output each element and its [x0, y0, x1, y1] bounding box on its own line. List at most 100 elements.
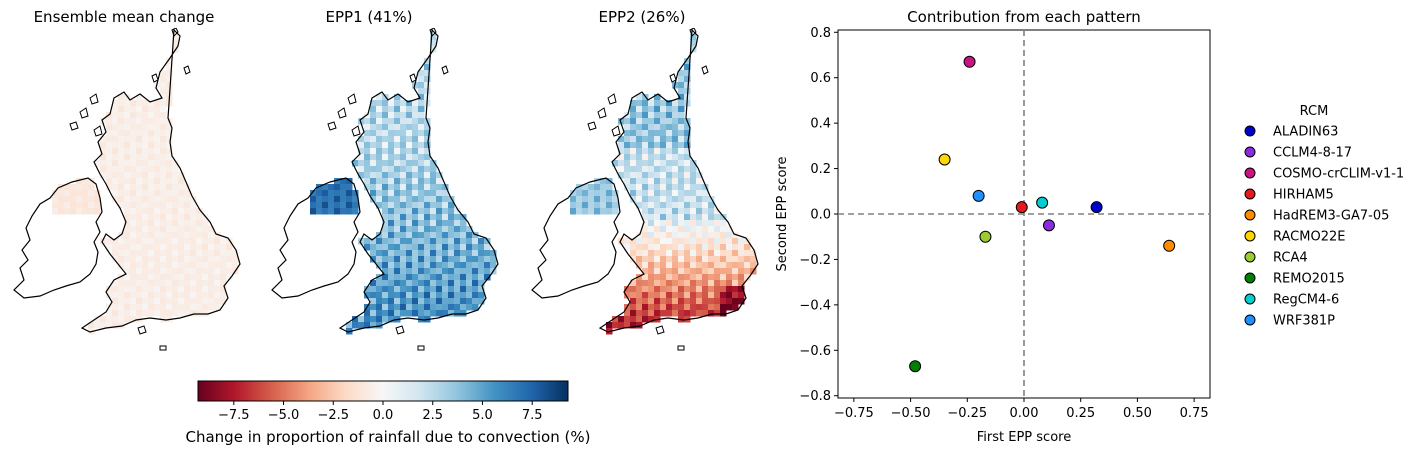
x-axis-label: First EPP score	[977, 430, 1071, 445]
colorbar-tick-label: 5.0	[472, 408, 493, 423]
y-tick-label: 0.8	[810, 26, 831, 41]
legend-marker	[1244, 272, 1256, 284]
map-title-epp1: EPP1 (41%)	[325, 8, 413, 26]
coastline-island	[151, 73, 159, 83]
x-tick-label: 0.00	[1010, 406, 1039, 421]
legend-marker	[1244, 125, 1256, 137]
map-field	[310, 34, 497, 335]
coastline-island	[611, 125, 621, 137]
colorbar-tick-label: 0.0	[373, 408, 394, 423]
y-tick-label: −0.6	[799, 344, 831, 359]
map-title-mean: Ensemble mean change	[33, 8, 215, 26]
point-racmo22e	[938, 153, 951, 166]
y-tick-label: −0.8	[799, 389, 831, 404]
legend-marker	[1244, 251, 1256, 263]
coastline-island	[89, 93, 99, 105]
coastline-island	[597, 107, 607, 119]
coastline-island	[79, 107, 89, 119]
legend-marker	[1244, 209, 1256, 221]
legend-label: REMO2015	[1273, 272, 1345, 287]
coastline-great-britain	[80, 28, 241, 333]
legend-label: COSMO-crCLIM-v1-1	[1273, 167, 1404, 182]
map-field	[52, 34, 239, 335]
y-tick-label: 0.4	[810, 117, 831, 132]
coastline-great-britain	[598, 28, 759, 333]
map-title-epp2: EPP2 (26%)	[598, 8, 686, 26]
legend-label: RACMO22E	[1273, 230, 1345, 245]
legend-marker	[1244, 188, 1256, 200]
coastline-island	[159, 345, 167, 351]
coastline-island	[137, 325, 147, 335]
legend-label: HadREM3-GA7-05	[1273, 209, 1389, 224]
y-axis-label: Second EPP score	[775, 157, 790, 272]
y-tick-label: 0.0	[810, 208, 831, 223]
legend-label: WRF381P	[1273, 314, 1335, 329]
y-tick-label: 0.6	[810, 71, 831, 86]
coastline-island	[701, 65, 709, 75]
coastline-island	[337, 107, 347, 119]
x-tick-label: −0.25	[947, 406, 987, 421]
x-tick-label: −0.75	[834, 406, 874, 421]
y-tick-label: 0.2	[810, 162, 831, 177]
legend-label: RegCM4-6	[1273, 293, 1339, 308]
point-cclm4-8-17	[1042, 219, 1055, 232]
coastline-island	[669, 73, 677, 83]
map-field	[570, 34, 757, 335]
scatter-chart: Contribution from each pattern −0.75 −0.5…	[775, 8, 1404, 445]
x-tick-label: 0.25	[1066, 406, 1095, 421]
point-rca4	[979, 230, 992, 243]
point-hirham5	[1015, 201, 1028, 214]
coastline-island	[69, 121, 79, 131]
legend-label: RCA4	[1273, 251, 1308, 266]
x-tick-label: 0.75	[1180, 406, 1209, 421]
point-hadrem3-ga7-05	[1163, 239, 1176, 252]
coastline-island	[441, 65, 449, 75]
legend-label: CCLM4-8-17	[1273, 146, 1352, 161]
colorbar-tick-label: −2.5	[317, 408, 349, 423]
legend-label: HIRHAM5	[1273, 188, 1334, 203]
map-ensemble-mean	[13, 28, 241, 351]
coastline-island	[351, 125, 361, 137]
coastline-great-britain	[338, 28, 499, 333]
colorbar-tick-label: −7.5	[218, 408, 250, 423]
map-epp1	[271, 28, 499, 351]
legend-title: RCM	[1300, 104, 1329, 119]
legend-marker	[1244, 167, 1256, 179]
coastline-island	[417, 345, 425, 351]
coastline-island	[395, 325, 405, 335]
legend-marker	[1244, 293, 1256, 305]
coastline-ireland	[531, 177, 621, 299]
coastline-island	[689, 28, 697, 37]
coastline-island	[327, 121, 337, 131]
coastline-island	[655, 325, 665, 335]
coastline-island	[171, 28, 179, 37]
legend-marker	[1244, 146, 1256, 158]
point-aladin63	[1090, 201, 1103, 214]
point-wrf381p	[972, 189, 985, 202]
coastline-island	[409, 73, 417, 83]
point-cosmo-crclim-v1-1	[963, 55, 976, 68]
legend-marker	[1244, 314, 1256, 326]
colorbar: −7.5 −5.0 −2.5 0.0 2.5 5.0 7.5	[197, 380, 569, 423]
y-tick-label: −0.4	[799, 298, 831, 313]
legend: RCM ALADIN63 CCLM4-8-17 COSMO-crCLIM-v1-1 H…	[1244, 104, 1404, 329]
y-tick-label: −0.2	[799, 253, 831, 268]
coastline-island	[183, 65, 191, 75]
coastline-island	[677, 345, 685, 351]
map-epp2	[531, 28, 759, 351]
point-regcm4-6	[1036, 196, 1049, 209]
point-remo2015	[909, 360, 922, 373]
x-tick-label: −0.50	[891, 406, 931, 421]
coastline-island	[347, 93, 357, 105]
legend-marker	[1244, 230, 1256, 242]
legend-label: ALADIN63	[1273, 125, 1338, 140]
colorbar-tick-label: 7.5	[522, 408, 543, 423]
coastline-island	[93, 125, 103, 137]
coastline-island	[587, 121, 597, 131]
coastline-ireland	[271, 177, 361, 299]
coastline-island	[607, 93, 617, 105]
colorbar-gradient	[197, 380, 569, 402]
colorbar-label: Change in proportion of rainfall due to …	[185, 428, 591, 446]
chart-title: Contribution from each pattern	[907, 8, 1141, 26]
coastline-ireland	[13, 177, 103, 299]
